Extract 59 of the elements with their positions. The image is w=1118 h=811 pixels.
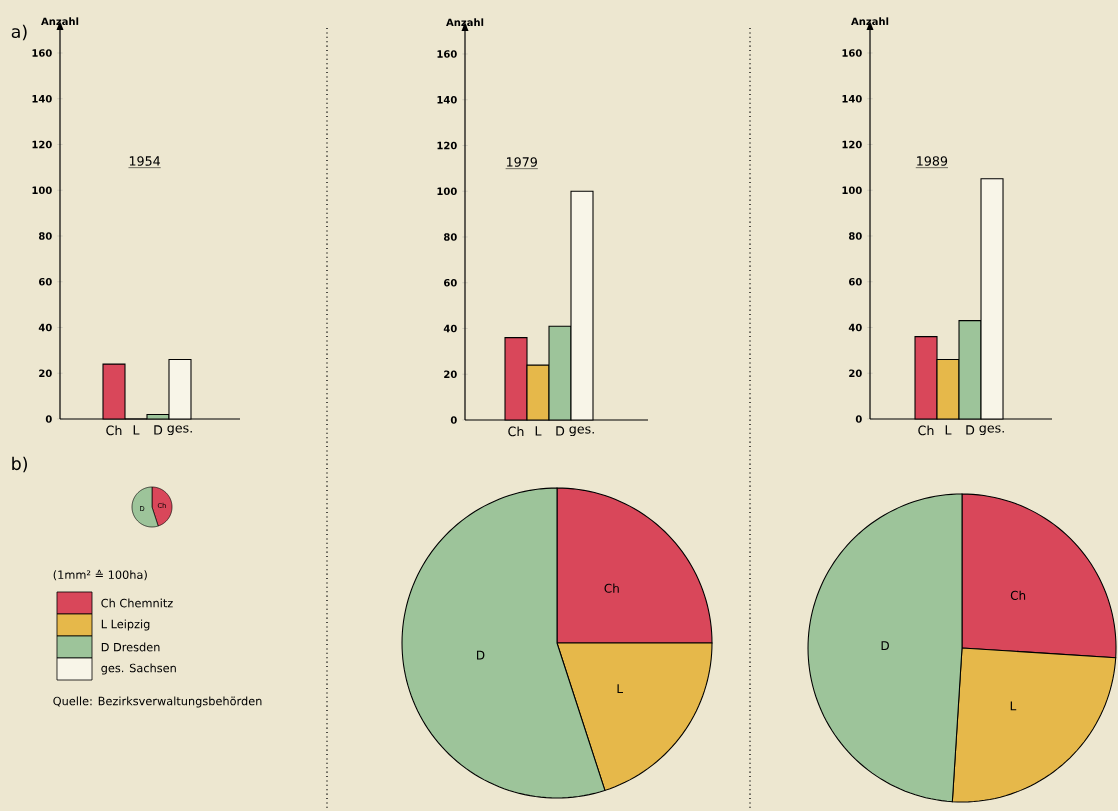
x-tick-label: Ch: [508, 426, 524, 437]
text: Ch Chemnitz: [101, 598, 173, 608]
y-tick-label: 120: [437, 141, 457, 150]
text: D Dresden: [101, 642, 160, 652]
x-tick-label: L: [535, 426, 542, 436]
text: 1979: [507, 157, 537, 167]
x-tick-label: D: [154, 425, 163, 435]
y-tick-label: 0: [45, 415, 52, 423]
source-note: Quelle: Bezirksverwaltungsbehörden: [53, 696, 262, 708]
y-tick-label: 160: [32, 49, 52, 57]
y-tick-label: 120: [32, 140, 52, 149]
y-tick-label: 80: [38, 232, 52, 240]
text: a): [11, 24, 27, 41]
y-tick-label: 100: [32, 186, 52, 195]
y-tick-label: 20: [39, 369, 52, 378]
text: b): [12, 456, 27, 473]
x-tick-label: D: [966, 425, 975, 435]
x-tick-label: D: [556, 426, 565, 436]
text: L Leipzig: [101, 619, 150, 631]
y-tick-label: 20: [444, 370, 457, 379]
y-tick-label: 40: [38, 323, 52, 332]
y-tick-label: 120: [842, 140, 862, 149]
y-tick-label: 80: [848, 232, 862, 240]
text: 1989: [917, 156, 948, 166]
y-axis-title: Anzahl: [446, 18, 484, 27]
slice-label: L: [1010, 701, 1017, 711]
y-tick-label: 60: [849, 277, 862, 286]
y-tick-label: 60: [39, 277, 52, 286]
slice-label: L: [617, 684, 623, 693]
text: ges. Sachsen: [101, 663, 176, 675]
x-tick-label: ges.: [167, 425, 192, 436]
y-tick-label: 0: [855, 415, 862, 423]
slice-label: D: [881, 641, 889, 650]
y-tick-label: 40: [848, 323, 862, 332]
y-axis-title: Anzahl: [41, 17, 79, 26]
y-tick-label: 40: [443, 324, 457, 333]
y-tick-label: 0: [450, 416, 457, 424]
x-tick-label: Ch: [106, 425, 122, 436]
y-tick-label: 140: [437, 95, 457, 104]
y-tick-label: 160: [437, 50, 457, 58]
slice-label: Ch: [604, 583, 619, 593]
text: (1mm² ≙ 100ha): [53, 569, 147, 581]
slice-label: D: [477, 650, 485, 660]
y-tick-label: 140: [842, 94, 862, 103]
x-tick-label: Ch: [918, 425, 934, 436]
x-tick-label: L: [945, 425, 952, 435]
x-tick-label: L: [133, 425, 140, 435]
y-tick-label: 100: [437, 187, 457, 196]
slice-label: Ch: [1010, 590, 1026, 600]
text: 1954: [129, 156, 161, 166]
y-axis-title: Anzahl: [851, 17, 889, 26]
y-tick-label: 80: [443, 233, 457, 241]
y-tick-label: 20: [849, 369, 862, 378]
y-tick-label: 100: [842, 186, 862, 195]
y-tick-label: 140: [32, 94, 52, 103]
y-tick-label: 160: [842, 49, 862, 57]
y-tick-label: 60: [444, 278, 457, 287]
x-tick-label: ges.: [979, 425, 1004, 436]
x-tick-label: ges.: [569, 426, 594, 437]
